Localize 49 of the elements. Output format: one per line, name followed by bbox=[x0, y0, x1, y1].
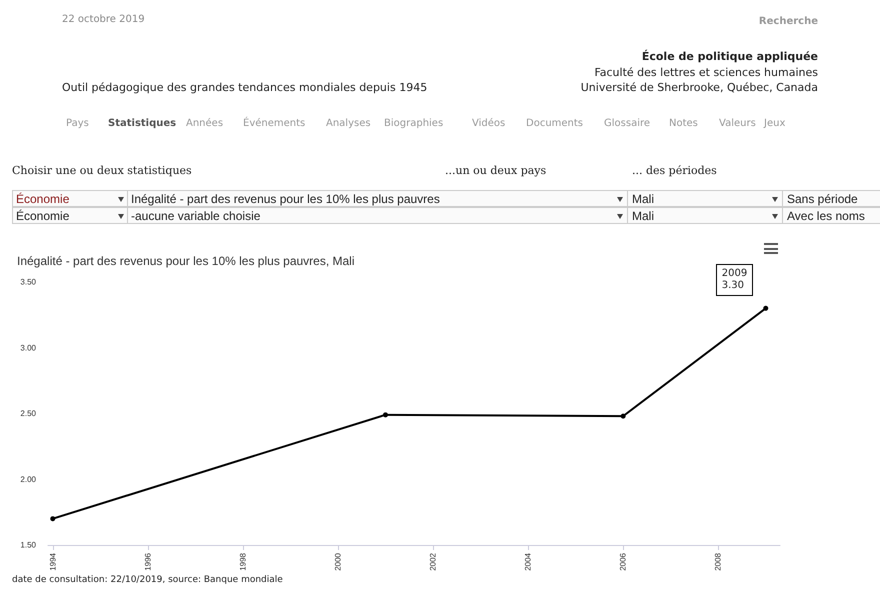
text: École de politique appliquée bbox=[642, 50, 818, 63]
text: Avec les noms bbox=[787, 209, 865, 223]
text: Mali bbox=[632, 209, 654, 223]
text: ... des périodes bbox=[632, 164, 717, 177]
text: Analyses bbox=[326, 118, 371, 129]
text: Biographies bbox=[384, 118, 444, 129]
point bbox=[382, 412, 388, 418]
text: 22 octobre 2019 bbox=[62, 14, 145, 25]
y-tick-label: 1.50 bbox=[20, 540, 37, 550]
text: -aucune variable choisie bbox=[131, 209, 260, 223]
text: Événements bbox=[243, 118, 306, 129]
text: Pays bbox=[66, 118, 89, 129]
text: Économie bbox=[16, 209, 70, 223]
x-tick-label: 2008 bbox=[714, 552, 723, 571]
x-tick-label: 2004 bbox=[524, 552, 533, 571]
text: Faculté des lettres et sciences humaines bbox=[594, 66, 818, 79]
x-tick-label: 2006 bbox=[618, 552, 628, 571]
chart-title: Inégalité - part des revenus pour les 10% les plus pauvres, Mali bbox=[17, 254, 355, 268]
x-tick-label: 1998 bbox=[238, 552, 248, 571]
x-tick-label: 1994 bbox=[48, 552, 58, 571]
text: Recherche bbox=[758, 16, 818, 27]
text: Mali bbox=[632, 192, 654, 206]
text: Documents bbox=[526, 118, 584, 129]
text: Jeux bbox=[764, 118, 786, 129]
point bbox=[763, 306, 768, 311]
text: Économie bbox=[16, 192, 70, 206]
y-tick-label: 3.50 bbox=[20, 278, 37, 286]
text: date de consultation: 22/10/2019, source: Banque mondiale bbox=[12, 575, 283, 585]
point bbox=[50, 516, 56, 522]
text: Glossaire bbox=[604, 118, 650, 129]
text: Choisir une ou deux statistiques bbox=[12, 164, 192, 177]
text: Sans période bbox=[787, 192, 858, 206]
annotation: 2009 3.30 bbox=[716, 264, 754, 296]
point bbox=[620, 414, 626, 419]
text: Valeurs bbox=[719, 118, 756, 129]
text: ...un ou deux pays bbox=[445, 164, 546, 177]
text: Université de Sherbrooke, Québec, Canada bbox=[580, 81, 818, 94]
x-tick-label: 2002 bbox=[428, 552, 438, 571]
chart-subtitle: Outil pédagogique des grandes tendances mondiales depuis 1945 bbox=[62, 81, 428, 94]
y-tick-label: 3.00 bbox=[20, 343, 37, 352]
text: Inégalité - part des revenus pour les 10% les plus pauvres bbox=[131, 192, 440, 206]
text: Statistiques bbox=[108, 118, 176, 129]
text: Vidéos bbox=[472, 118, 506, 129]
x-tick-label: 2000 bbox=[333, 552, 342, 571]
y-tick-label: 2.00 bbox=[20, 474, 37, 484]
text: Notes bbox=[669, 118, 698, 129]
text: Années bbox=[186, 118, 224, 129]
x-tick-label: 1996 bbox=[143, 552, 152, 571]
y-tick-label: 2.50 bbox=[20, 409, 37, 418]
